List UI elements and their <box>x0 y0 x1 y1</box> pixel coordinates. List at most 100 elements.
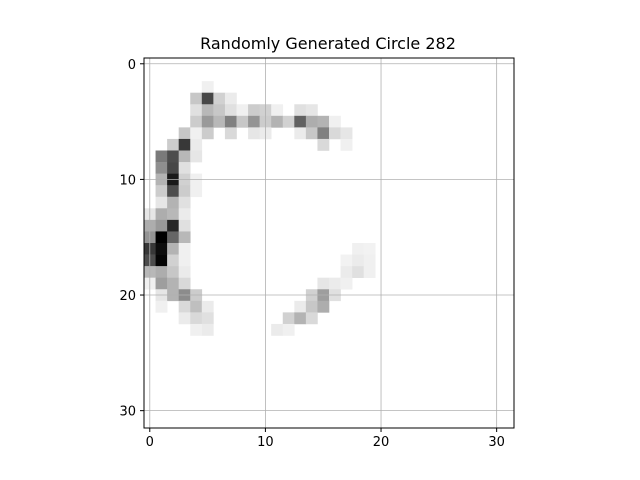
heatmap-cell <box>178 208 191 221</box>
heatmap-cell <box>201 81 214 93</box>
heatmap-cell <box>248 127 260 140</box>
heatmap-cell <box>282 312 295 325</box>
heatmap-cell <box>224 115 237 128</box>
heatmap-cell <box>317 138 330 151</box>
heatmap-cell <box>236 115 249 128</box>
heatmap-cell <box>329 127 341 140</box>
heatmap-cell <box>167 162 179 174</box>
heatmap-cell <box>167 231 179 244</box>
heatmap-cells <box>144 81 376 336</box>
heatmap-cell <box>213 104 226 117</box>
heatmap-cell <box>155 266 168 278</box>
heatmap-cell <box>190 185 203 198</box>
heatmap-cell <box>305 300 318 313</box>
heatmap-cell <box>224 127 237 140</box>
heatmap-cell <box>248 104 260 117</box>
x-tick-label: 10 <box>257 435 274 450</box>
heatmap-cell <box>248 115 260 128</box>
heatmap-cell <box>305 104 318 117</box>
heatmap-cell <box>167 185 179 198</box>
heatmap-cell <box>178 231 191 244</box>
y-tick-label: 20 <box>119 289 136 304</box>
heatmap-cell <box>178 300 191 313</box>
chart-title: Randomly Generated Circle 282 <box>200 34 456 53</box>
heatmap-cell <box>363 254 376 267</box>
heatmap-cell <box>329 277 341 290</box>
heatmap-cell <box>271 104 284 117</box>
heatmap-cell <box>178 196 191 209</box>
x-tick-label: 0 <box>146 435 154 450</box>
heatmap-cell <box>224 104 237 117</box>
heatmap-cell <box>340 266 353 278</box>
heatmap-cell <box>190 104 203 117</box>
y-tick-label: 30 <box>119 405 136 420</box>
heatmap-cell <box>155 219 168 232</box>
heatmap-cell <box>178 150 191 163</box>
heatmap-cell <box>167 254 179 267</box>
heatmap-cell <box>155 243 168 255</box>
heatmap-cell <box>178 127 191 140</box>
heatmap-cell <box>363 266 376 278</box>
axis-ticks: 0 10 20 30 0 10 20 30 <box>119 58 504 450</box>
heatmap-cell <box>340 127 353 140</box>
heatmap-cell <box>155 231 168 244</box>
heatmap-cell <box>201 127 214 140</box>
heatmap-cell <box>282 115 295 128</box>
heatmap-cell <box>167 266 179 278</box>
x-tick-label: 30 <box>488 435 505 450</box>
x-tick-label: 20 <box>373 435 390 450</box>
heatmap-cell <box>329 115 341 128</box>
heatmap-cell <box>190 312 203 325</box>
heatmap-cell <box>294 300 307 313</box>
heatmap-cell <box>190 115 203 128</box>
heatmap-cell <box>178 277 191 290</box>
heatmap-cell <box>340 277 353 290</box>
heatmap-cell <box>352 266 364 278</box>
heatmap-cell <box>178 162 191 174</box>
heatmap-cell <box>294 115 307 128</box>
heatmap-cell <box>213 115 226 128</box>
heatmap-cell <box>178 243 191 255</box>
heatmap-cell <box>167 243 179 255</box>
y-tick-label: 10 <box>119 173 136 188</box>
heatmap-cell <box>236 104 249 117</box>
heatmap-cell <box>340 138 353 151</box>
heatmap-cell <box>178 266 191 278</box>
heatmap-cell <box>167 219 179 232</box>
heatmap-cell <box>190 127 203 140</box>
heatmap-cell <box>363 243 376 255</box>
heatmap-cell <box>352 254 364 267</box>
heatmap-cell <box>317 277 330 290</box>
plot-frame <box>143 57 515 429</box>
heatmap-cell <box>201 300 214 313</box>
y-tick-label: 0 <box>128 58 136 73</box>
heatmap-cell <box>155 208 168 221</box>
heatmap-cell <box>317 127 330 140</box>
heatmap-cell <box>201 323 214 336</box>
heatmap-cell <box>155 150 168 163</box>
heatmap-cell <box>317 115 330 128</box>
heatmap-cell <box>282 323 295 336</box>
heatmap-cell <box>271 115 284 128</box>
heatmap-cell <box>178 254 191 267</box>
heatmap-cell <box>178 138 191 151</box>
heatmap-cell <box>294 312 307 325</box>
heatmap-cell <box>352 243 364 255</box>
heatmap-cell <box>178 219 191 232</box>
heatmap-cell <box>167 150 179 163</box>
heatmap-cell <box>155 162 168 174</box>
heatmap-cell <box>190 138 203 151</box>
heatmap-cell <box>178 312 191 325</box>
heatmap-cell <box>294 127 307 140</box>
heatmap-cell <box>305 312 318 325</box>
heatmap-cell <box>224 92 237 105</box>
heatmap-cell <box>317 300 330 313</box>
heatmap-cell <box>190 92 203 105</box>
heatmap-cell <box>190 300 203 313</box>
heatmap-cell <box>167 277 179 290</box>
heatmap-cell <box>201 115 214 128</box>
heatmap-cell <box>167 138 179 151</box>
heatmap-cell <box>178 185 191 198</box>
heatmap-cell <box>167 208 179 221</box>
heatmap-cell <box>201 104 214 117</box>
